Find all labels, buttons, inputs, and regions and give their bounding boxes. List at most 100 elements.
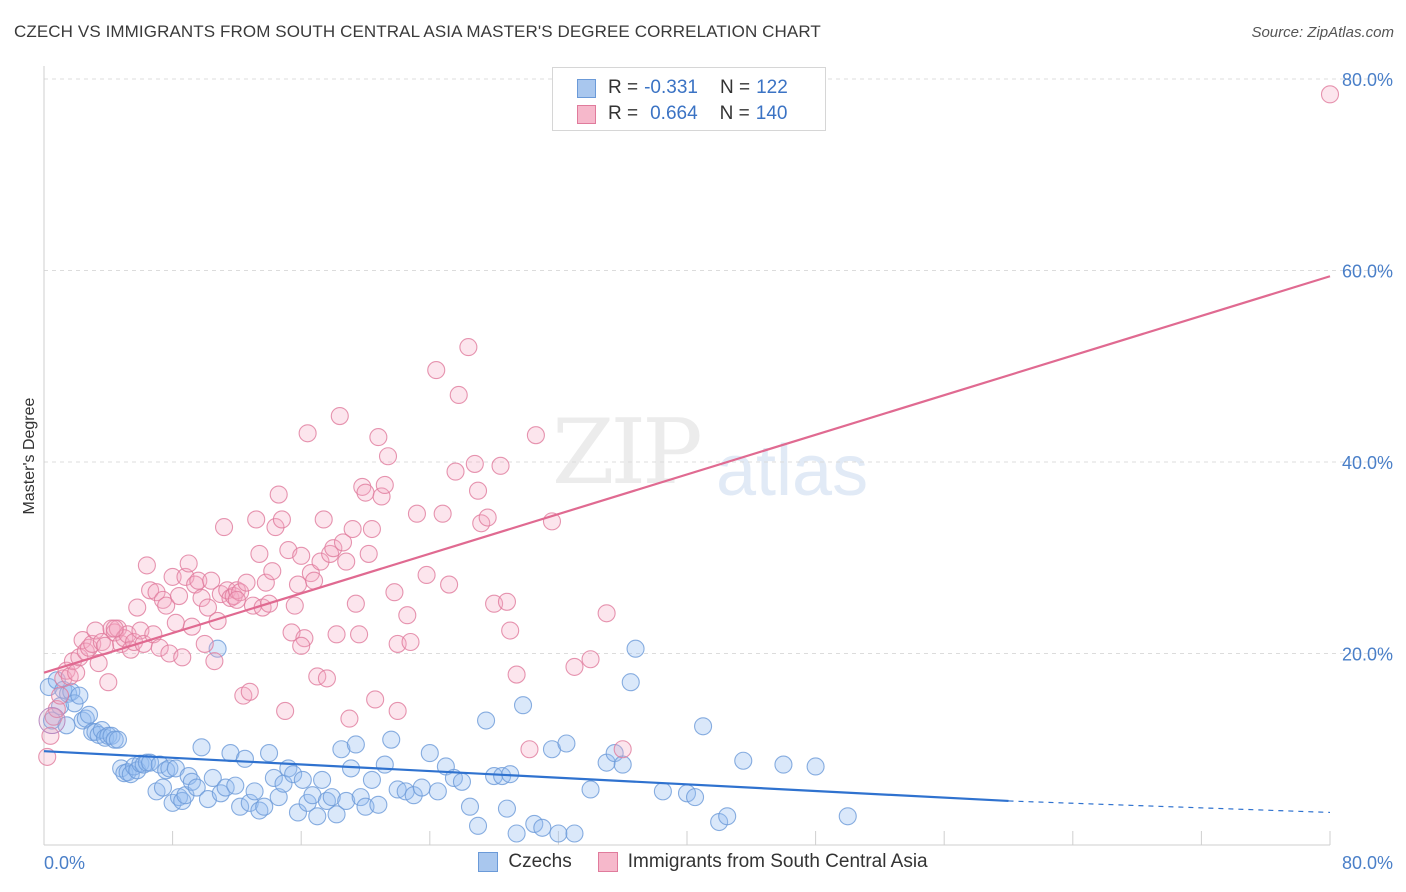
point-immigrants xyxy=(67,663,86,682)
series-legend-immigrants[interactable]: Immigrants from South Central Asia xyxy=(597,851,928,873)
legend-swatch-immigrants xyxy=(577,104,596,124)
point-czechs xyxy=(621,673,640,692)
point-immigrants xyxy=(214,518,234,537)
trend-lines xyxy=(43,275,1331,814)
point-immigrants xyxy=(192,588,211,608)
point-immigrants xyxy=(227,581,246,600)
point-immigrants xyxy=(272,510,291,529)
point-immigrants xyxy=(263,562,282,581)
point-immigrants xyxy=(375,475,394,495)
point-immigrants xyxy=(137,556,156,575)
point-immigrants xyxy=(385,583,404,602)
point-immigrants xyxy=(465,454,484,473)
point-immigrants xyxy=(526,426,545,445)
legend-row-czechs: R = -0.331 N = 122 xyxy=(577,75,788,101)
point-czechs xyxy=(259,744,279,763)
point-czechs xyxy=(734,751,753,770)
point-immigrants xyxy=(327,625,346,644)
point-czechs xyxy=(507,824,526,843)
point-immigrants xyxy=(195,634,214,653)
point-immigrants xyxy=(298,424,317,443)
point-czechs xyxy=(327,805,346,824)
y-tick-label: 80.0% xyxy=(1342,70,1393,90)
point-immigrants xyxy=(1320,85,1340,104)
stats-legend: R = -0.331 N = 122 R = 0.664 N = 140 xyxy=(552,67,826,131)
point-immigrants xyxy=(324,539,343,558)
point-czechs xyxy=(173,791,192,811)
point-czechs xyxy=(313,770,332,789)
point-czechs xyxy=(308,807,327,826)
point-immigrants xyxy=(269,485,288,504)
point-immigrants xyxy=(169,586,189,606)
trend-line-czechs xyxy=(43,750,1009,803)
y-tick-label: 60.0% xyxy=(1342,262,1393,282)
point-czechs xyxy=(187,778,206,797)
point-immigrants xyxy=(478,508,497,527)
point-immigrants xyxy=(343,519,362,539)
x-tick-label: 80.0% xyxy=(1342,853,1393,873)
point-czechs xyxy=(322,788,341,807)
point-czechs xyxy=(108,730,127,749)
point-czechs xyxy=(626,639,645,658)
point-immigrants xyxy=(38,747,57,766)
series-legend-czechs[interactable]: Czechs xyxy=(478,851,572,873)
point-immigrants xyxy=(388,701,407,721)
point-czechs xyxy=(192,738,211,757)
point-immigrants xyxy=(51,686,70,705)
point-immigrants xyxy=(401,632,420,652)
point-immigrants xyxy=(449,385,468,405)
point-immigrants xyxy=(266,518,285,537)
point-czechs xyxy=(211,784,230,803)
watermark-zip: ZIP xyxy=(552,400,703,505)
point-czechs xyxy=(288,803,308,822)
point-immigrants xyxy=(565,657,584,676)
point-czechs xyxy=(477,711,496,730)
point-czechs xyxy=(581,780,600,799)
point-czechs xyxy=(428,782,447,801)
point-immigrants xyxy=(330,406,349,426)
point-immigrants xyxy=(276,701,295,721)
point-immigrants xyxy=(240,682,259,701)
point-immigrants xyxy=(581,650,600,669)
point-czechs xyxy=(153,778,173,797)
point-czechs xyxy=(460,797,480,816)
point-czechs xyxy=(160,759,179,778)
data-points xyxy=(38,85,1340,843)
legend-r-label: R = xyxy=(608,103,639,124)
point-czechs xyxy=(549,824,568,843)
chart-title: CZECH VS IMMIGRANTS FROM SOUTH CENTRAL A… xyxy=(14,22,821,41)
axes xyxy=(43,66,1331,846)
point-immigrants xyxy=(446,462,465,481)
point-immigrants xyxy=(356,483,375,502)
point-immigrants xyxy=(237,573,256,592)
point-immigrants xyxy=(221,588,240,608)
point-immigrants xyxy=(433,504,452,523)
point-immigrants xyxy=(202,571,221,590)
point-czechs xyxy=(240,793,259,812)
tick-labels: 20.0% 40.0% 60.0% 80.0% 0.0% 80.0% xyxy=(44,70,1393,873)
point-czechs xyxy=(412,778,431,797)
legend-n-value: 122 xyxy=(756,77,788,98)
point-immigrants xyxy=(86,621,105,640)
point-immigrants xyxy=(333,533,353,552)
point-czechs xyxy=(226,776,245,795)
trend-line-immigrants xyxy=(43,275,1331,674)
point-immigrants xyxy=(105,619,124,638)
point-immigrants xyxy=(314,510,333,529)
x-tick-label: 0.0% xyxy=(44,853,85,873)
legend-n-label: N = xyxy=(719,103,750,124)
point-czechs xyxy=(497,799,517,818)
point-immigrants xyxy=(173,648,192,667)
point-immigrants xyxy=(468,481,488,500)
point-immigrants xyxy=(507,665,526,684)
point-czechs xyxy=(382,730,401,749)
point-czechs xyxy=(337,791,356,811)
point-czechs xyxy=(351,788,370,807)
point-czechs xyxy=(79,705,99,724)
point-czechs xyxy=(284,765,303,784)
point-czechs xyxy=(182,772,201,791)
point-immigrants xyxy=(520,740,539,759)
point-czechs xyxy=(513,696,533,715)
point-czechs xyxy=(420,744,439,763)
point-czechs xyxy=(235,749,254,768)
